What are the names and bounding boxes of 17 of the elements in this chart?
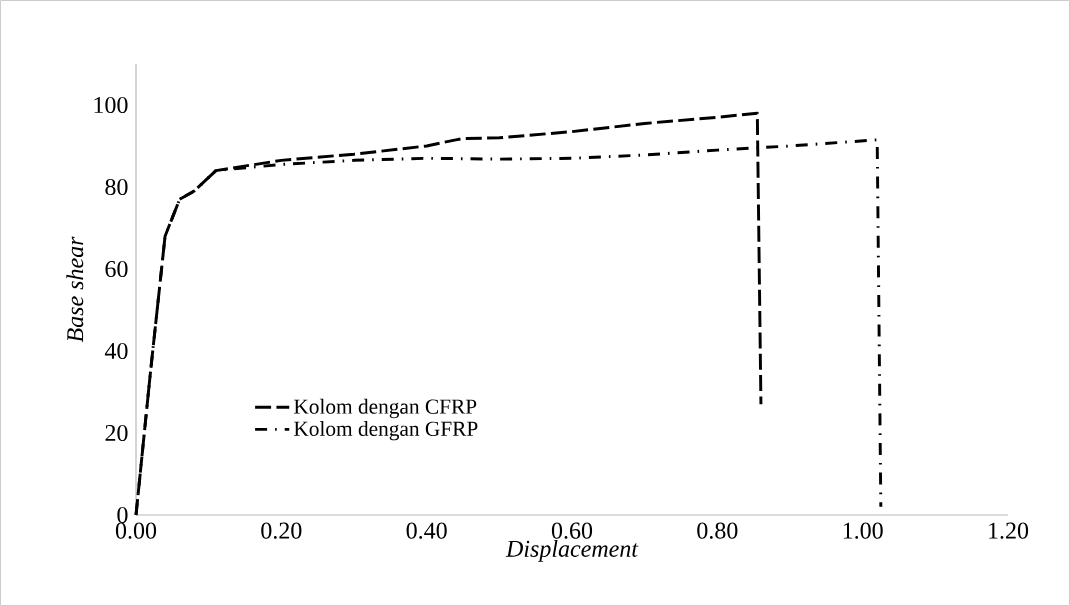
y-tick-label: 0 xyxy=(117,506,128,524)
x-tick-label: 1.00 xyxy=(843,522,883,539)
y-tick-label: 20 xyxy=(105,424,128,442)
x-axis-title: Displacement xyxy=(505,539,639,562)
x-tick-label: 0.60 xyxy=(551,522,593,539)
y-tick-label: 100 xyxy=(94,96,128,114)
legend-label: Kolom dengan GFRP xyxy=(293,420,478,441)
x-tick-label: 0.80 xyxy=(697,522,738,539)
y-axis-title: Base shear xyxy=(66,236,84,343)
y-tick-label: 80 xyxy=(105,178,128,196)
x-tick-label: 0.00 xyxy=(115,522,157,539)
y-tick-label: 60 xyxy=(105,260,128,278)
x-tick-label: 0.40 xyxy=(406,522,447,539)
legend-label: Kolom dengan CFRP xyxy=(293,398,477,419)
x-tick-label: 1.20 xyxy=(989,522,1029,539)
x-tick-label: 0.20 xyxy=(261,522,302,539)
y-tick-label: 40 xyxy=(104,342,128,360)
